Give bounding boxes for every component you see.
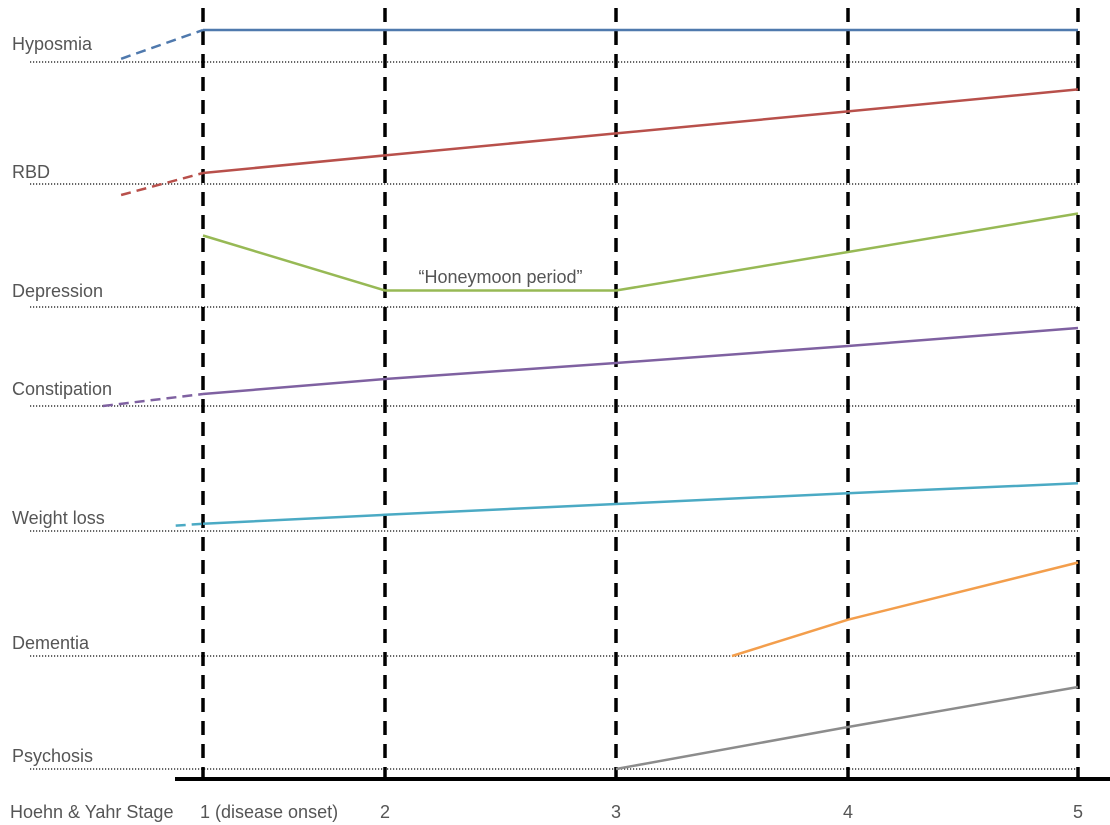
x-tick-label-1: 1 (disease onset): [200, 802, 338, 822]
stage-gridlines: [201, 8, 1080, 790]
annotations: “Honeymoon period”: [418, 267, 582, 287]
series-depression-line: [202, 212, 1079, 292]
x-tick-label-5: 5: [1073, 802, 1083, 822]
annotation-honeymoon-period: “Honeymoon period”: [418, 267, 582, 287]
row-labels: Hyposmia RBD Depression Constipation Weight …: [12, 34, 112, 766]
row-baselines: [30, 61, 1078, 770]
series-psychosis-line: [615, 685, 1079, 771]
series-dementia-line: [731, 561, 1079, 658]
x-tick-label-4: 4: [843, 802, 853, 822]
row-label-hyposmia: Hyposmia: [12, 34, 93, 54]
series-rbd-line: [202, 88, 1079, 175]
series-lines: [102, 28, 1079, 771]
series-rbd-prodromal: [120, 171, 204, 197]
series-hyposmia-prodromal: [120, 28, 204, 60]
x-axis-label: Hoehn & Yahr Stage: [10, 802, 173, 822]
row-label-constipation: Constipation: [12, 379, 112, 399]
row-label-weight-loss: Weight loss: [12, 508, 105, 528]
x-tick-labels: Hoehn & Yahr Stage 1 (disease onset) 2 3 4 5: [10, 802, 1083, 822]
row-label-dementia: Dementia: [12, 633, 90, 653]
x-tick-label-3: 3: [611, 802, 621, 822]
series-constipation-prodromal: [102, 392, 204, 408]
row-label-rbd: RBD: [12, 162, 50, 182]
series-weight-loss-prodromal: [175, 522, 204, 527]
row-label-psychosis: Psychosis: [12, 746, 93, 766]
row-label-depression: Depression: [12, 281, 103, 301]
series-constipation-line: [202, 326, 1079, 396]
x-tick-label-2: 2: [380, 802, 390, 822]
series-weight-loss-line: [202, 482, 1079, 526]
